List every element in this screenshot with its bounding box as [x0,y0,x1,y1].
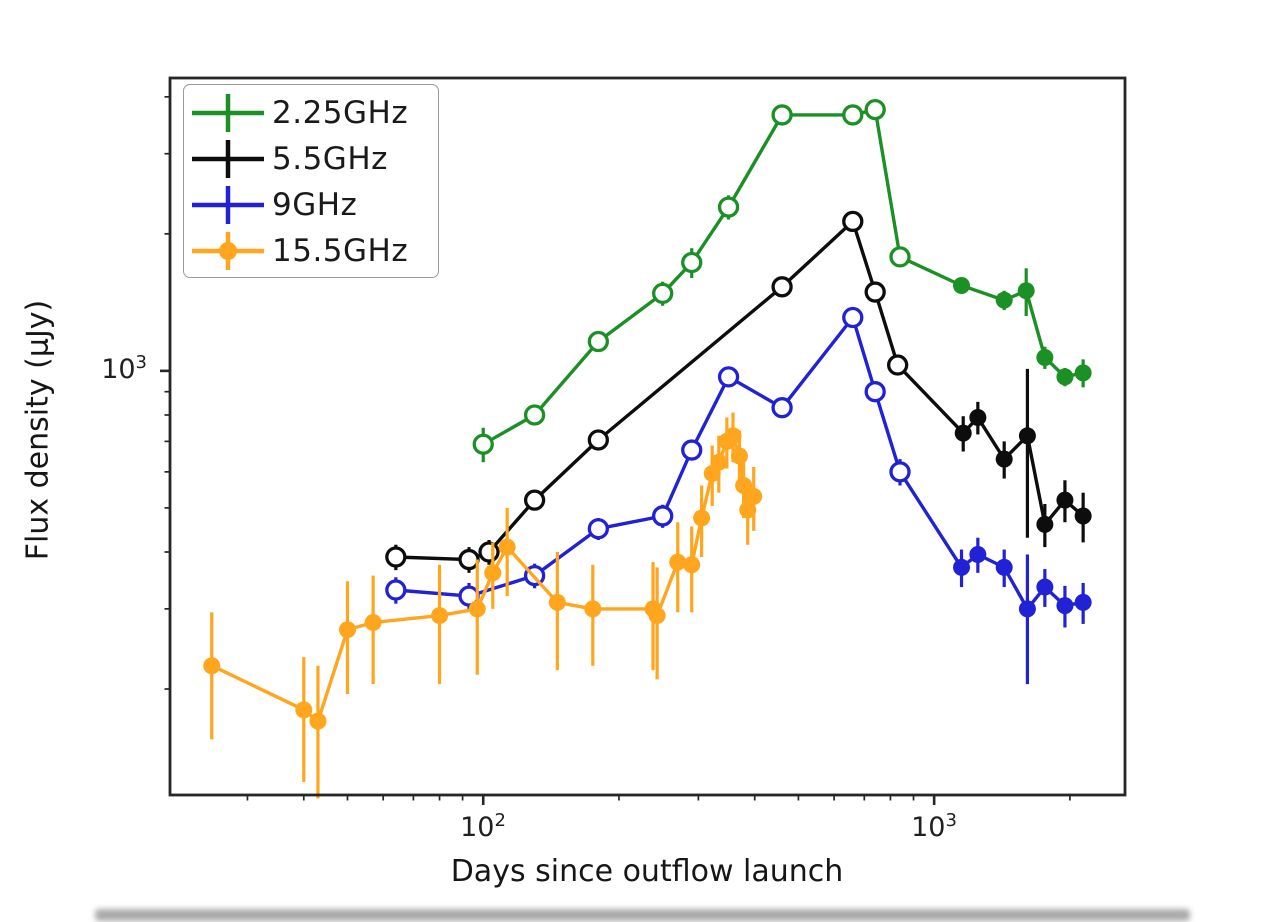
open-marker [652,505,674,527]
legend: 2.25GHz 5.5GHz 9GHz 15.5GHz [183,84,439,278]
filled-marker [745,487,763,505]
errorbar-marker-icon [192,94,264,132]
open-marker [523,489,546,511]
legend-label: 2.25GHz [272,95,409,131]
filled-marker [669,553,687,571]
filled-marker [309,712,327,730]
filled-marker [995,291,1013,309]
series-9GHz [385,306,1092,685]
errorbar-marker-icon [192,232,264,270]
errorbar-marker-icon [192,140,264,178]
filled-marker [969,545,987,563]
filled-marker [953,558,971,576]
open-marker [889,461,911,483]
open-marker [458,548,480,571]
open-marker [587,429,609,451]
filled-marker [1074,507,1092,525]
open-marker [478,541,500,563]
filled-marker [710,453,728,471]
legend-item-5-5ghz: 5.5GHz [184,136,438,182]
filled-marker [1056,368,1074,386]
filled-marker [648,607,666,625]
filled-marker [954,424,972,442]
y-axis-label: Flux density (μJy) [20,299,56,561]
filled-marker [735,476,753,494]
series-2.25GHz [472,98,1092,463]
filled-marker [584,600,602,618]
legend-label: 9GHz [272,187,358,223]
open-marker [717,366,740,388]
filled-marker [468,600,486,618]
x-tick-label-100: 102 [460,810,506,843]
open-marker [681,439,703,461]
filled-marker [1074,364,1092,382]
x-axis-label: Days since outflow launch [450,854,844,889]
filled-marker [1036,349,1054,367]
open-marker [385,579,407,601]
open-marker [771,397,793,419]
open-marker [864,381,886,403]
open-marker [587,518,609,540]
filled-marker [295,701,313,719]
series-line [210,434,756,723]
x-tick-label-1000: 103 [911,810,957,843]
series-line [481,107,1085,446]
legend-item-2-25ghz: 2.25GHz [184,90,438,136]
filled-marker [484,564,502,582]
filled-marker [739,501,757,519]
filled-marker [683,556,701,574]
filled-marker [995,558,1013,576]
open-marker [889,246,911,268]
open-marker [842,306,864,329]
series-5.5GHz [385,210,1092,573]
filled-marker [1036,578,1054,596]
filled-marker [969,408,987,426]
open-marker [717,196,740,218]
open-marker [887,354,909,376]
open-marker [842,210,864,233]
filled-marker [1056,597,1074,615]
filled-marker [730,447,748,465]
open-marker [472,433,494,455]
legend-item-9ghz: 9GHz [184,182,438,228]
legend-item-15-5ghz: 15.5GHz [184,228,438,274]
legend-label: 5.5GHz [272,141,388,177]
legend-label: 15.5GHz [272,233,409,269]
open-marker [864,281,886,303]
filled-marker [1018,427,1036,445]
filled-marker [548,593,566,611]
filled-marker [1018,600,1036,618]
open-marker [842,104,864,126]
open-marker [587,330,609,353]
plot-spines [168,76,1127,797]
filled-marker [1074,593,1092,611]
filled-marker [203,657,221,675]
series-line [394,219,1085,562]
open-marker [864,98,886,121]
cropped-caption-band [95,909,1190,921]
open-marker [652,282,674,305]
y-tick-label-1000: 103 [101,352,147,385]
open-marker [771,104,793,126]
open-marker [523,404,546,426]
filled-marker [431,607,449,625]
filled-marker [724,427,742,445]
open-marker [681,251,703,274]
errorbar-marker-icon [192,186,264,224]
open-marker [771,276,793,298]
filled-marker [1036,515,1054,533]
filled-marker [953,277,971,295]
filled-marker [338,621,356,639]
open-marker [385,546,407,568]
filled-marker [995,450,1013,468]
filled-marker [1017,282,1035,300]
filled-marker [364,614,382,632]
series-15.5GHz [203,412,763,799]
filled-marker [498,538,516,556]
filled-marker [1056,491,1074,509]
filled-marker [693,509,711,527]
